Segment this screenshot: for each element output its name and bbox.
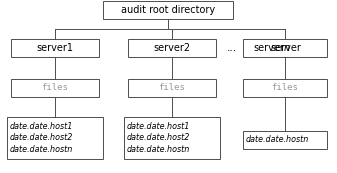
Bar bbox=[128, 79, 216, 97]
Text: date.date.hostn: date.date.hostn bbox=[127, 145, 190, 154]
Bar bbox=[124, 117, 220, 159]
Text: date.date.host1: date.date.host1 bbox=[10, 122, 73, 131]
Text: server1: server1 bbox=[36, 43, 73, 53]
Text: date.date.host1: date.date.host1 bbox=[127, 122, 190, 131]
Text: server2: server2 bbox=[153, 43, 190, 53]
Text: files: files bbox=[41, 84, 68, 93]
Bar bbox=[128, 39, 216, 57]
Text: files: files bbox=[159, 84, 185, 93]
Text: n: n bbox=[284, 43, 290, 53]
Text: date.date.host2: date.date.host2 bbox=[10, 134, 73, 143]
Bar bbox=[7, 117, 103, 159]
Bar bbox=[243, 39, 327, 57]
Bar bbox=[11, 79, 99, 97]
Text: date.date.hostn: date.date.hostn bbox=[246, 135, 309, 144]
Bar bbox=[243, 131, 327, 149]
Bar bbox=[11, 39, 99, 57]
Text: server: server bbox=[271, 43, 301, 53]
Text: date.date.host2: date.date.host2 bbox=[127, 134, 190, 143]
Bar bbox=[103, 1, 233, 19]
Bar bbox=[243, 79, 327, 97]
Text: ...: ... bbox=[227, 43, 237, 53]
Text: date.date.hostn: date.date.hostn bbox=[10, 145, 73, 154]
Text: server: server bbox=[253, 43, 284, 53]
Text: audit root directory: audit root directory bbox=[121, 5, 215, 15]
Text: files: files bbox=[272, 84, 299, 93]
